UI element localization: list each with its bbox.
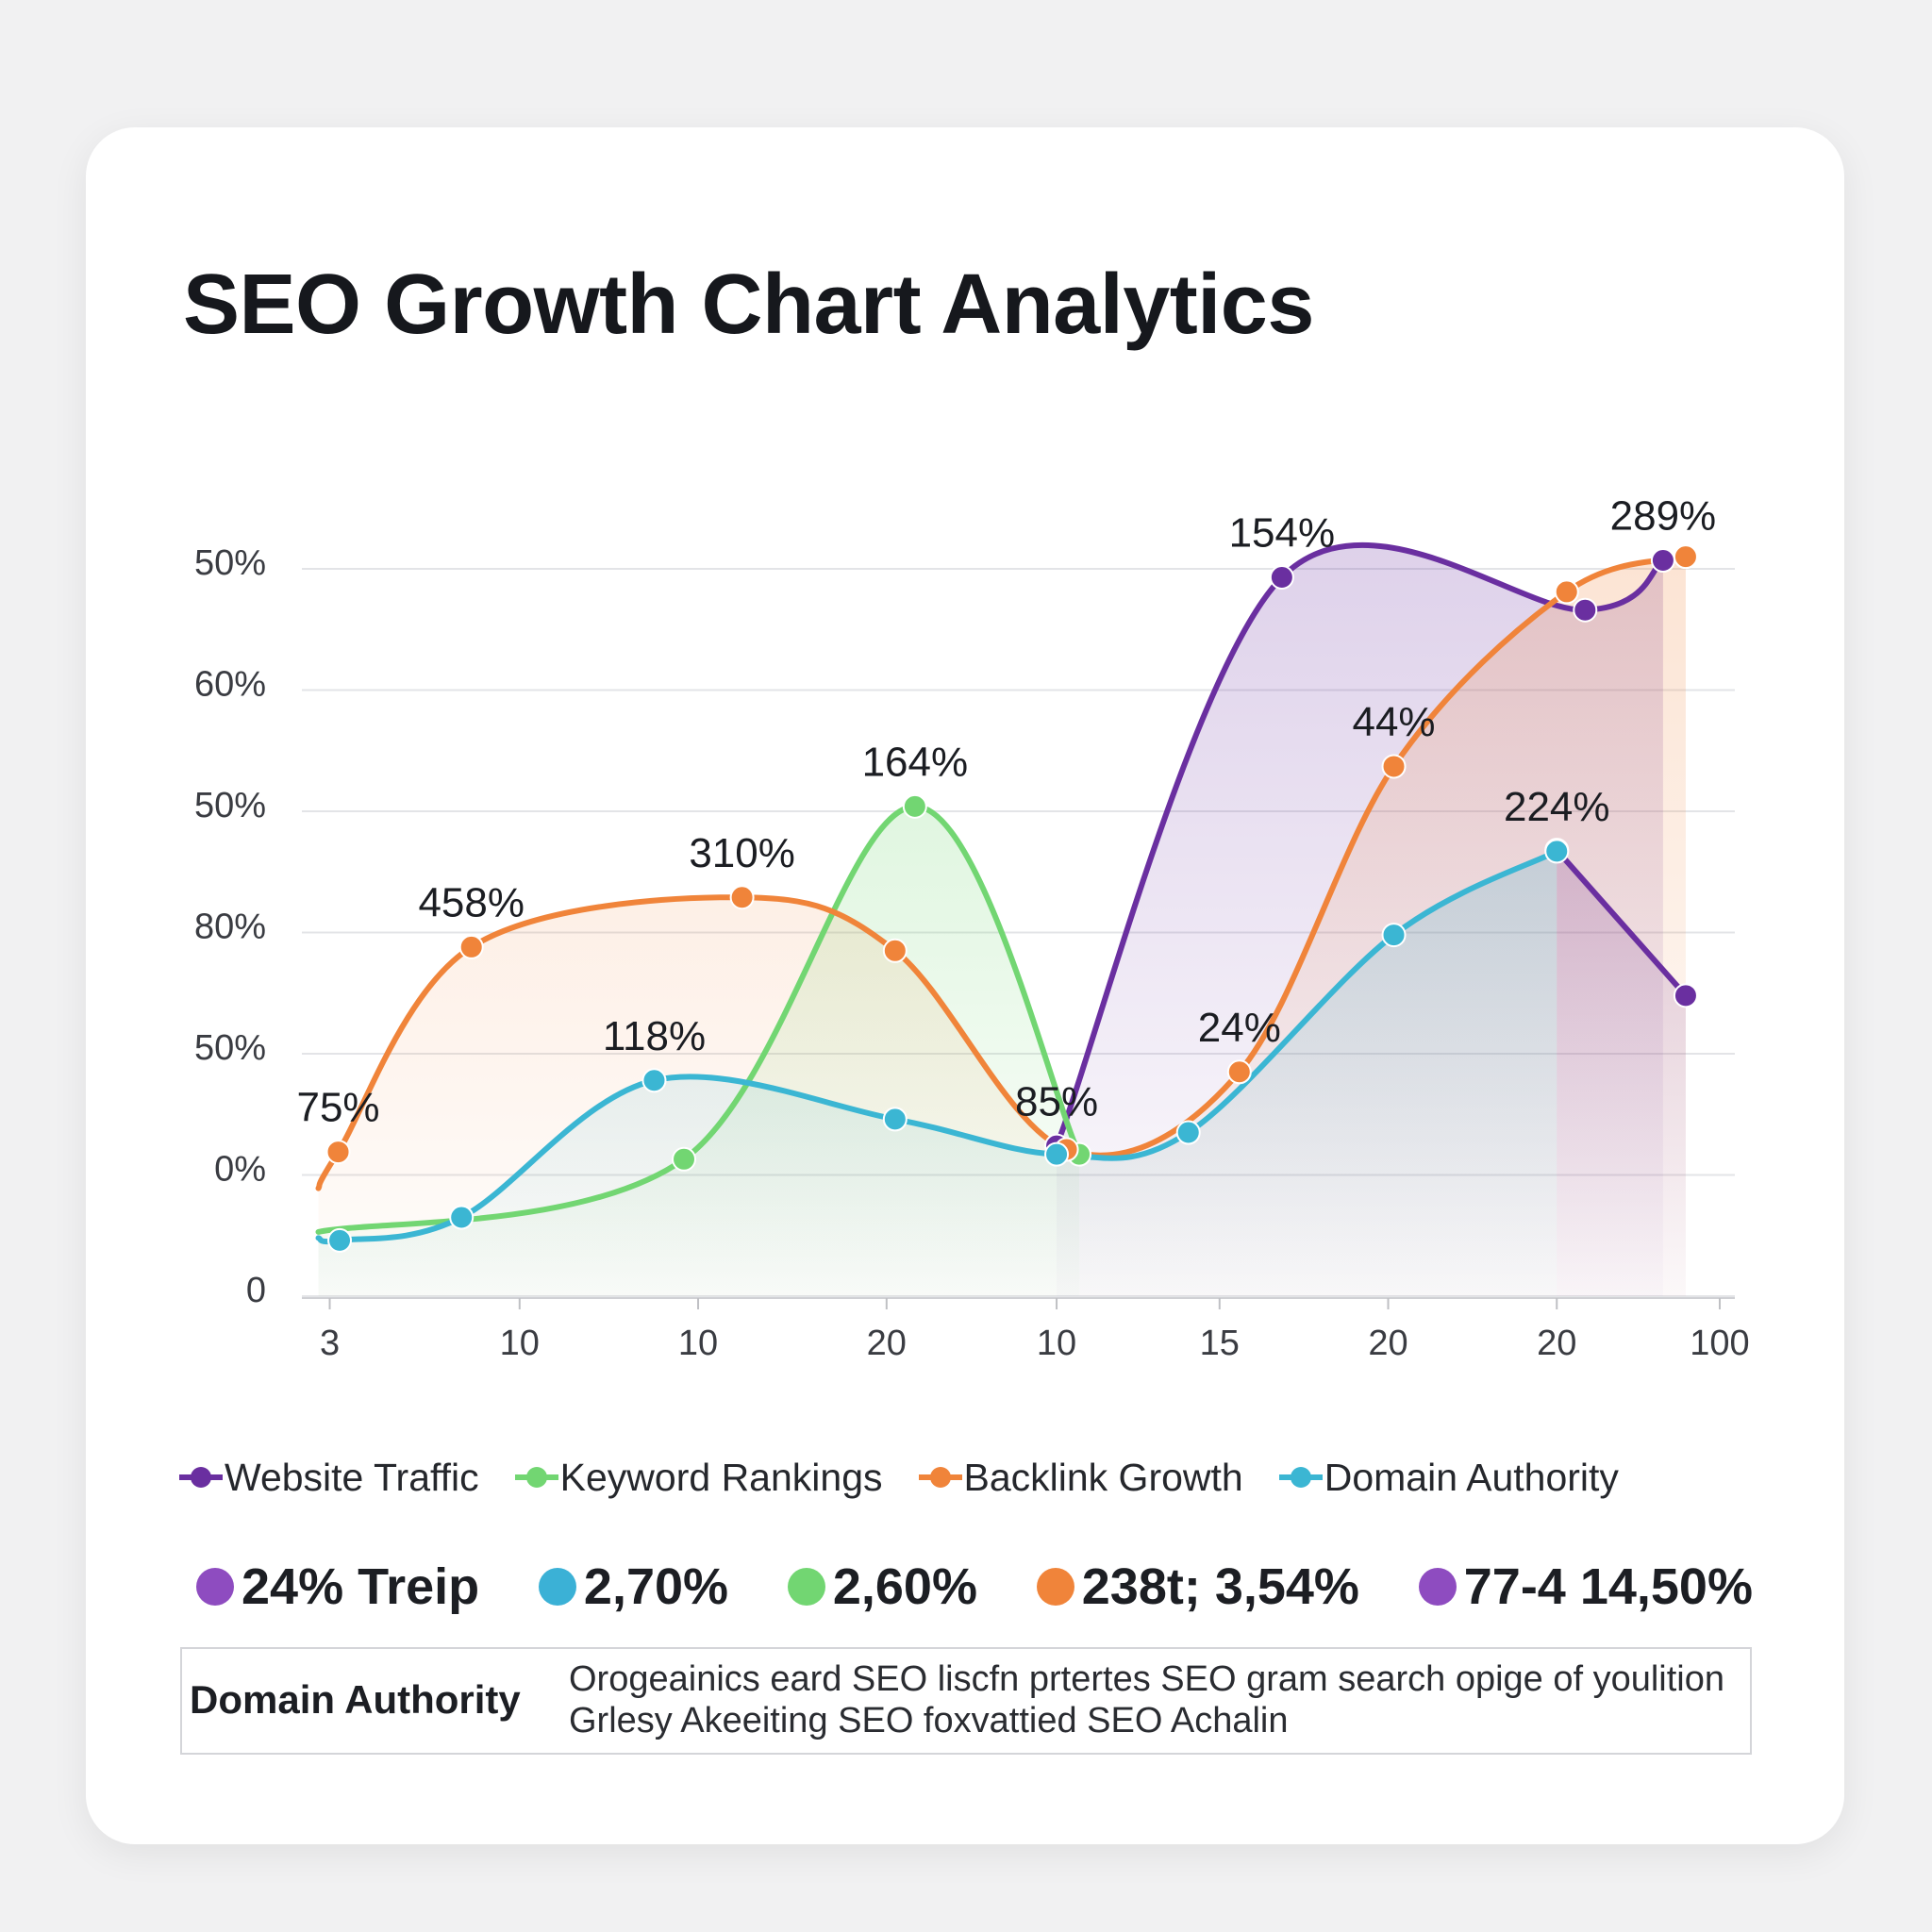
data-annotation: 75% (296, 1085, 379, 1131)
point (325, 1140, 351, 1165)
lines (315, 542, 1689, 1245)
series-line (1054, 542, 1666, 1149)
stat-item: 24% Treip (196, 1557, 479, 1616)
data-annotation: 164% (862, 739, 969, 785)
stat-text: 238t; 3,54% (1081, 1558, 1359, 1615)
point (641, 1068, 667, 1093)
chart: 0 0% 50% 80% 50% 60% 50% 3 10 10 20 10 15 20 20 100 75% 4… (194, 493, 1750, 1363)
x-tick-label: 20 (1368, 1324, 1407, 1363)
areas (318, 544, 1686, 1296)
legend-icon (1278, 1467, 1323, 1488)
x-tick-label: 20 (1537, 1324, 1576, 1363)
x-tick-label: 15 (1200, 1324, 1240, 1363)
stat-text: 77-4 14,50% (1463, 1558, 1753, 1615)
info-text: Orogeainics eard SEO liscfn prtertes SEO… (569, 1659, 1725, 1740)
x-tick-label: 10 (678, 1324, 718, 1363)
stat-dot (1036, 1568, 1074, 1606)
legend-item: Keyword Rankings (513, 1456, 883, 1500)
x-tick-label: 20 (867, 1324, 907, 1363)
point (1554, 579, 1579, 605)
stat-dot (1418, 1568, 1457, 1606)
series-line (315, 803, 1083, 1235)
data-annotation: 310% (689, 830, 795, 876)
legend-icon (918, 1467, 962, 1488)
point (729, 885, 755, 910)
y-tick-label: 50% (194, 543, 266, 583)
stat-item: 77-4 14,50% (1418, 1557, 1753, 1616)
y-tick-label: 0% (214, 1150, 266, 1190)
legend-dot (929, 1467, 951, 1488)
series-line (315, 848, 1560, 1245)
series-line (315, 554, 1689, 1191)
legend-label: Backlink Growth (963, 1455, 1243, 1499)
y-tick-label: 50% (194, 786, 266, 825)
stat-item: 2,60% (787, 1557, 977, 1616)
x-tick-label: 10 (500, 1324, 540, 1363)
markers (325, 544, 1698, 1253)
point (882, 938, 908, 963)
stat-item: 2,70% (538, 1557, 729, 1616)
legend-dot (525, 1467, 547, 1488)
data-annotation: 154% (1229, 510, 1336, 557)
point (1269, 564, 1294, 590)
point (1673, 544, 1698, 570)
data-annotation: 289% (1610, 493, 1717, 540)
point (1650, 548, 1675, 574)
x-tick-label: 3 (320, 1324, 340, 1363)
legend-label: Keyword Rankings (559, 1455, 883, 1499)
point (458, 934, 484, 959)
legend-icon (514, 1467, 558, 1488)
x-tick-label: 100 (1690, 1324, 1749, 1363)
data-annotation: 44% (1352, 699, 1435, 745)
legend-item: Domain Authority (1277, 1456, 1619, 1500)
info-box: Domain Authority Orogeainics eard SEO li… (180, 1647, 1752, 1755)
data-annotation: 118% (603, 1013, 706, 1059)
point (882, 1107, 908, 1132)
data-annotation: 224% (1504, 784, 1610, 830)
series-line (1554, 847, 1689, 999)
y-tick-label: 80% (194, 908, 266, 947)
point (1381, 923, 1407, 948)
legend-item: Backlink Growth (917, 1456, 1243, 1500)
y-tick-label: 60% (194, 665, 266, 705)
stat-item: 238t; 3,54% (1036, 1557, 1359, 1616)
point (1673, 983, 1698, 1008)
info-label: Domain Authority (190, 1677, 521, 1722)
stat-dot (196, 1568, 234, 1606)
x-tick-label: 10 (1037, 1324, 1076, 1363)
legend: Website Traffic Keyword Rankings Backlink … (177, 1451, 1762, 1504)
point (1175, 1120, 1201, 1145)
point (1544, 839, 1570, 864)
chart-title: SEO Growth Chart Analytics (183, 258, 1314, 352)
point (1573, 597, 1598, 623)
legend-dot (1290, 1467, 1311, 1488)
point (327, 1227, 353, 1253)
legend-item: Website Traffic (177, 1456, 479, 1500)
y-tick-label: 50% (194, 1028, 266, 1068)
stat-dot (538, 1568, 576, 1606)
stat-dot (787, 1568, 825, 1606)
data-annotation: 458% (418, 880, 525, 926)
stat-text: 2,60% (832, 1558, 977, 1615)
y-tick-label: 0 (246, 1271, 266, 1310)
stat-text: 2,70% (583, 1558, 729, 1615)
point (1044, 1141, 1070, 1167)
stats-row: 24% Treip 2,70% 2,60% 238t; 3,54% 77-4 14,50… (196, 1557, 1753, 1617)
point (1381, 754, 1407, 779)
point (1226, 1059, 1252, 1085)
data-annotation: 85% (1015, 1078, 1098, 1124)
legend-dot (191, 1467, 211, 1488)
point (672, 1146, 697, 1172)
legend-icon (179, 1467, 223, 1488)
point (449, 1205, 475, 1230)
data-annotation: 24% (1198, 1005, 1281, 1051)
point (902, 793, 927, 819)
legend-label: Website Traffic (225, 1455, 479, 1499)
legend-label: Domain Authority (1324, 1455, 1619, 1499)
stat-text: 24% Treip (242, 1558, 480, 1615)
